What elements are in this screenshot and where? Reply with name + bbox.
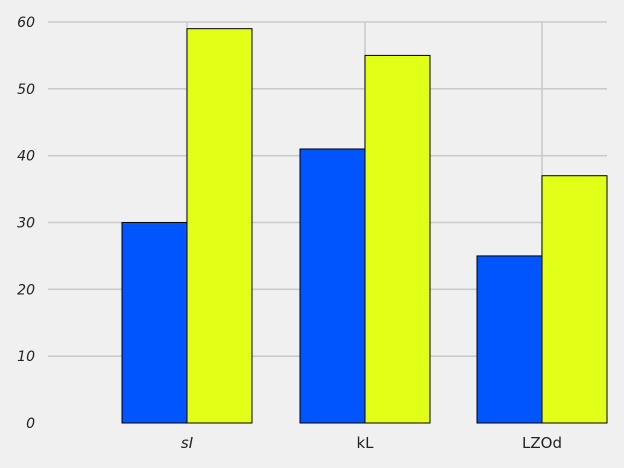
y-tick-label: 20 xyxy=(17,282,35,298)
x-tick-label: kL xyxy=(356,434,374,452)
x-axis-ticks: sI kL LZOd xyxy=(181,434,562,452)
y-tick-label: 10 xyxy=(17,349,35,365)
y-tick-label: 50 xyxy=(17,82,35,98)
y-axis-ticks: 0 10 20 30 40 50 60 xyxy=(17,15,35,432)
x-tick-label: sI xyxy=(181,434,194,452)
bar-series1-sI xyxy=(121,222,188,424)
y-tick-label: 30 xyxy=(17,216,35,232)
bar-series2-LZOd xyxy=(541,175,608,424)
y-tick-label: 60 xyxy=(17,15,35,31)
bar-series1-kL xyxy=(299,148,366,424)
bars xyxy=(121,28,608,424)
bar-series2-kL xyxy=(364,54,431,424)
y-tick-label: 0 xyxy=(26,416,35,432)
x-tick-label: LZOd xyxy=(522,434,562,452)
bar-series1-LZOd xyxy=(476,255,543,424)
bar-series2-sI xyxy=(186,28,253,424)
y-tick-label: 40 xyxy=(17,149,35,165)
